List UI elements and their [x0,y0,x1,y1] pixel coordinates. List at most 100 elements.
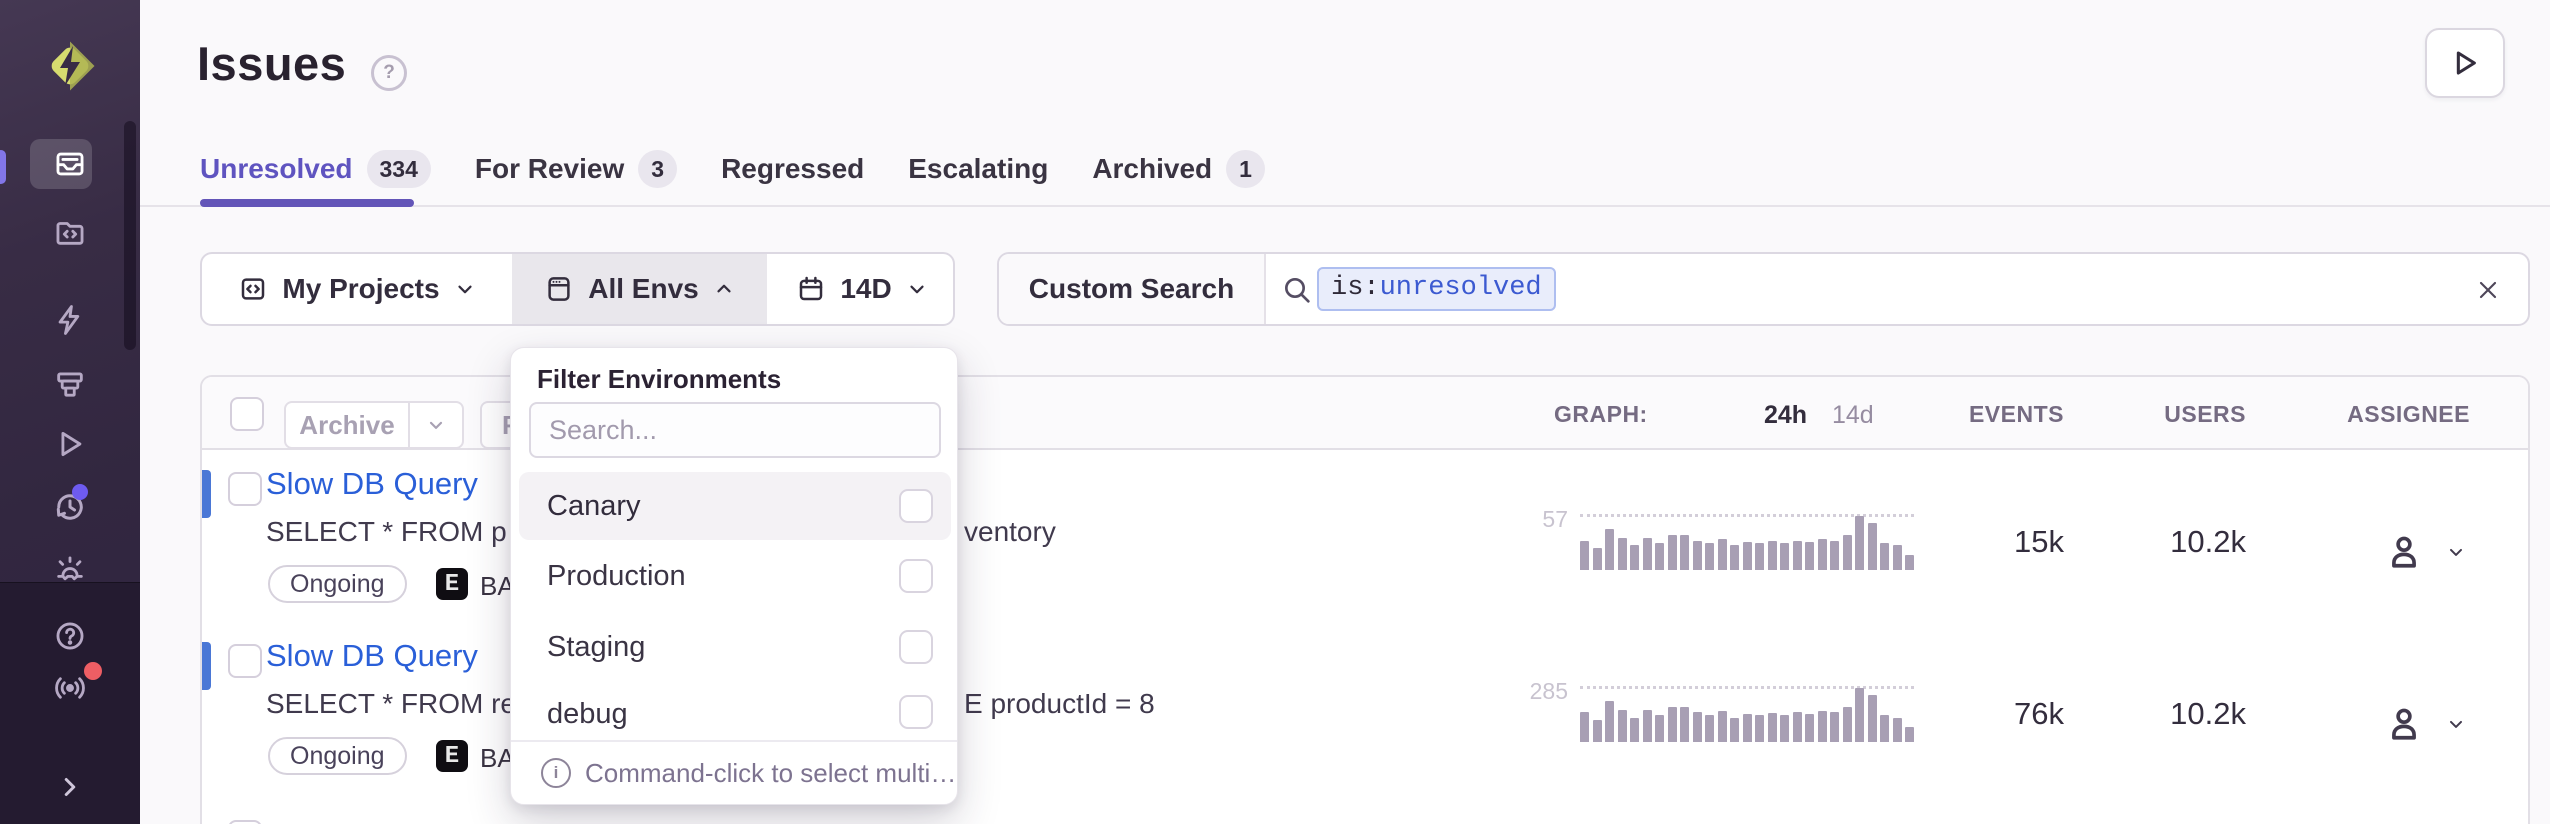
help-icon[interactable]: ? [371,55,407,91]
sidebar-item-releases[interactable] [0,489,140,525]
issue-title-link[interactable]: Slow DB Query [266,638,478,673]
all-envs-label: All Envs [588,273,699,304]
date-range-filter-button[interactable]: 14D [767,254,957,324]
chevron-up-icon [713,278,735,300]
graph-period-14d[interactable]: 14d [1832,401,1874,429]
tab-archived[interactable]: Archived 1 [1092,150,1265,188]
row-checkbox[interactable] [228,472,262,506]
env-option-production[interactable]: Production [547,560,686,592]
select-all-checkbox[interactable] [230,397,264,431]
token-value: unresolved [1379,273,1542,303]
sidebar-collapse-button[interactable] [0,772,140,802]
tab-count-badge: 3 [638,150,678,188]
my-projects-filter-button[interactable]: My Projects [202,254,512,324]
archive-dropdown-button[interactable] [408,401,464,449]
assignee-avatar-icon [2382,702,2426,746]
sidebar-item-issues[interactable] [0,147,140,181]
tab-label: Escalating [908,153,1049,184]
custom-search-button[interactable]: Custom Search [999,254,1266,324]
unread-indicator [202,642,211,690]
unread-indicator [202,470,211,518]
status-badge: Ongoing [268,565,407,603]
sparkline-bars [1580,516,1914,570]
sidebar-active-indicator [0,150,6,184]
page-title: Issues [197,37,347,90]
chevron-down-icon [2446,714,2466,734]
info-icon: i [541,758,571,788]
sidebar-scrollbar[interactable] [124,121,136,350]
archive-button[interactable]: Archive [284,401,410,449]
environments-icon [544,274,574,304]
all-envs-filter-button[interactable]: All Envs [512,254,767,324]
sparkline-peak-label: 285 [1529,678,1568,704]
token-key: is: [1331,273,1380,303]
row-checkbox[interactable] [228,644,262,678]
env-checkbox-staging[interactable] [899,630,933,664]
sparkline-peak-label: 57 [1542,506,1568,532]
sidebar-item-replays[interactable] [0,427,140,461]
graph-period-24h[interactable]: 24h [1764,401,1808,429]
tabs-divider [140,205,2550,207]
dropdown-title: Filter Environments [537,364,782,394]
tab-label: Regressed [721,153,865,184]
row-checkbox[interactable] [228,820,262,824]
users-count: 10.2k [2170,524,2246,559]
footer-hint-text: Command-click to select multi… [585,757,957,788]
status-badge: Ongoing [268,737,407,775]
demo-play-button[interactable] [2425,28,2505,98]
option-highlight [519,472,951,540]
project-platform-icon: E [436,740,468,772]
sparkline-bars [1580,688,1914,742]
env-checkbox-canary[interactable] [899,489,933,523]
tab-label: Unresolved [200,153,353,184]
events-count: 15k [2014,524,2064,559]
search-token-is-unresolved[interactable]: is:unresolved [1317,267,1556,311]
sidebar-item-performance[interactable] [0,303,140,337]
sidebar-item-projects[interactable] [0,215,140,249]
assignee-selector[interactable] [2382,530,2466,574]
issue-title-link[interactable]: Slow DB Query [266,466,478,501]
sparkline-peak-line [1580,514,1914,517]
sidebar-item-alerts[interactable] [0,553,140,587]
events-count: 76k [2014,696,2064,731]
issue-subtitle-right: E productId = 8 [964,688,1155,719]
app-logo[interactable] [42,38,98,94]
search-icon [1281,274,1313,306]
clear-search-icon[interactable] [2474,276,2502,304]
column-assignee: ASSIGNEE [2347,401,2470,427]
tab-unresolved[interactable]: Unresolved 334 [200,150,431,188]
issue-subtitle-right: ventory [964,516,1056,547]
issue-search-bar[interactable]: Custom Search is:unresolved [997,252,2530,326]
sidebar-item-help[interactable] [0,619,140,653]
issue-tabs: Unresolved 334 For Review 3 Regressed Es… [200,150,1265,188]
page-filter-group: My Projects All Envs 14D [200,252,955,326]
users-count: 10.2k [2170,696,2246,731]
sidebar-item-broadcasts[interactable] [0,671,140,705]
env-option-staging[interactable]: Staging [547,631,646,663]
column-graph: GRAPH: [1554,401,1648,427]
date-range-label: 14D [840,273,892,304]
env-option-canary[interactable]: Canary [547,490,641,522]
env-option-debug[interactable]: debug [547,698,628,730]
project-platform-icon: E [436,568,468,600]
issue-subtitle-left: SELECT * FROM p [266,516,507,547]
active-tab-underline [200,199,414,207]
env-checkbox-production[interactable] [899,559,933,593]
tab-label: Archived [1092,153,1213,184]
broadcasts-notification-dot [84,662,102,680]
tab-regressed[interactable]: Regressed [721,153,864,185]
chevron-down-icon [454,278,476,300]
calendar-icon [796,274,826,304]
events-sparkline: 57 [1542,506,1914,570]
env-checkbox-debug[interactable] [899,695,933,729]
chevron-down-icon [2446,542,2466,562]
sidebar-item-collect[interactable] [0,369,140,403]
environment-search-input[interactable] [529,402,941,458]
projects-folder-icon [238,274,268,304]
tab-escalating[interactable]: Escalating [908,153,1048,185]
tab-for-review[interactable]: For Review 3 [475,150,678,188]
releases-notification-dot [72,484,88,500]
assignee-selector[interactable] [2382,702,2466,746]
play-triangle-icon [2449,47,2481,79]
